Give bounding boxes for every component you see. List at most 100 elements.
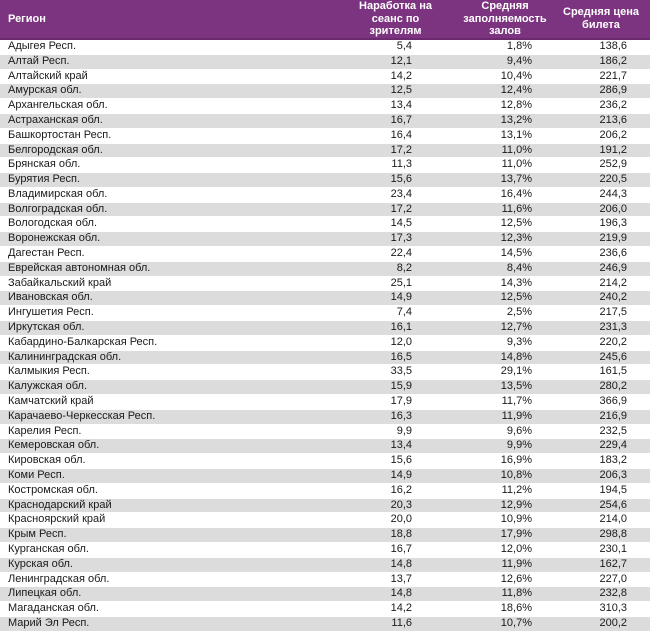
occupancy-cell: 11,9% [501, 409, 532, 422]
price-cell: 232,5 [599, 424, 627, 437]
attendance-cell: 13,4 [390, 99, 412, 112]
attendance-cell: 12,5 [390, 84, 412, 97]
occupancy-cell: 16,4% [500, 187, 532, 200]
attendance-cell: 13,7 [390, 572, 412, 585]
occupancy-cell: 8,4% [506, 261, 532, 274]
attendance-cell: 16,3 [390, 409, 412, 422]
table-row: Краснодарский край 20,3 12,9% 254,6 [0, 498, 650, 513]
table-row: Карелия Респ. 9,9 9,6% 232,5 [0, 424, 650, 439]
region-cell: Кемеровская обл. [8, 439, 100, 452]
price-cell: 298,8 [599, 528, 627, 541]
column-header-avg-ticket-price: Средняя цена билета [552, 0, 650, 40]
region-cell: Владимирская обл. [8, 187, 108, 200]
table-row: Калмыкия Респ. 33,5 29,1% 161,5 [0, 364, 650, 380]
table-row: Липецкая обл. 14,8 11,8% 232,8 [0, 586, 650, 602]
region-cell: Ленинградская обл. [8, 572, 110, 585]
attendance-cell: 8,2 [396, 261, 412, 274]
attendance-cell: 16,5 [390, 350, 412, 363]
occupancy-cell: 11,0% [501, 143, 532, 156]
region-cell: Липецкая обл. [8, 587, 82, 600]
attendance-cell: 16,7 [390, 113, 412, 126]
table-row: Камчатский край 17,9 11,7% 366,9 [0, 394, 650, 410]
table-body: Адыгея Респ. 5,4 1,8% 138,6 Алтай Респ. … [0, 38, 650, 632]
price-cell: 161,5 [599, 365, 627, 378]
region-cell: Воронежская обл. [8, 232, 101, 245]
occupancy-cell: 16,9% [500, 454, 532, 467]
region-cell: Адыгея Респ. [8, 39, 77, 52]
price-cell: 221,7 [599, 69, 627, 82]
table-row: Белгородская обл. 17,2 11,0% 191,2 [0, 143, 650, 158]
attendance-cell: 16,4 [390, 128, 412, 141]
attendance-cell: 16,2 [390, 483, 412, 496]
region-cell: Магаданская обл. [8, 602, 99, 615]
table-row: Алтай Респ. 12,1 9,4% 186,2 [0, 54, 650, 70]
occupancy-cell: 12,9% [500, 498, 532, 511]
region-cell: Курганская обл. [8, 543, 89, 556]
region-cell: Алтайский край [8, 69, 88, 82]
occupancy-cell: 11,7% [501, 395, 532, 408]
price-cell: 220,2 [599, 335, 627, 348]
price-cell: 244,3 [599, 187, 627, 200]
attendance-cell: 16,7 [390, 543, 412, 556]
price-cell: 191,2 [599, 143, 627, 156]
price-cell: 206,0 [599, 202, 627, 215]
region-cell: Карелия Респ. [8, 424, 82, 437]
region-cell: Амурская обл. [8, 84, 82, 97]
table-row: Курганская обл. 16,7 12,0% 230,1 [0, 542, 650, 558]
table-row: Адыгея Респ. 5,4 1,8% 138,6 [0, 38, 650, 55]
occupancy-cell: 12,8% [500, 99, 532, 112]
attendance-cell: 5,4 [396, 39, 412, 52]
region-cell: Калужская обл. [8, 380, 88, 393]
attendance-cell: 11,6 [391, 617, 412, 629]
occupancy-cell: 13,7% [500, 173, 532, 186]
table-row: Красноярский край 20,0 10,9% 214,0 [0, 512, 650, 528]
table-row: Калининградская обл. 16,5 14,8% 245,6 [0, 350, 650, 365]
price-cell: 162,7 [599, 557, 627, 570]
region-cell: Бурятия Респ. [8, 173, 80, 186]
occupancy-cell: 14,5% [500, 247, 532, 260]
attendance-cell: 12,0 [390, 335, 412, 348]
table-row: Коми Респ. 14,9 10,8% 206,3 [0, 468, 650, 484]
price-cell: 252,9 [599, 158, 627, 171]
price-cell: 280,2 [599, 380, 627, 393]
price-cell: 229,4 [599, 439, 627, 452]
attendance-cell: 17,2 [390, 202, 412, 215]
region-cell: Калининградская обл. [8, 350, 122, 363]
occupancy-cell: 9,4% [506, 54, 532, 67]
price-cell: 310,3 [599, 602, 627, 615]
occupancy-cell: 12,5% [500, 217, 532, 230]
table-row: Костромская обл. 16,2 11,2% 194,5 [0, 483, 650, 499]
occupancy-cell: 12,4% [500, 84, 532, 97]
price-cell: 236,6 [599, 247, 627, 260]
region-cell: Астраханская обл. [8, 113, 103, 126]
attendance-cell: 17,3 [390, 232, 412, 245]
attendance-cell: 12,1 [390, 54, 412, 67]
occupancy-cell: 12,5% [500, 291, 532, 304]
region-cell: Иркутская обл. [8, 321, 85, 334]
table-row: Забайкальский край 25,1 14,3% 214,2 [0, 276, 650, 291]
occupancy-cell: 9,3% [506, 335, 532, 348]
table-row: Калужская обл. 15,9 13,5% 280,2 [0, 379, 650, 395]
table-row: Дагестан Респ. 22,4 14,5% 236,6 [0, 246, 650, 262]
attendance-cell: 15,6 [390, 454, 412, 467]
occupancy-cell: 10,7% [500, 617, 532, 629]
price-cell: 138,6 [599, 39, 627, 52]
occupancy-cell: 9,9% [506, 439, 532, 452]
attendance-cell: 18,8 [390, 528, 412, 541]
attendance-cell: 25,1 [390, 276, 412, 289]
price-cell: 217,5 [599, 306, 627, 319]
price-cell: 186,2 [599, 54, 627, 67]
price-cell: 213,6 [599, 113, 627, 126]
price-cell: 246,9 [599, 261, 627, 274]
table-row: Ивановская обл. 14,9 12,5% 240,2 [0, 290, 650, 306]
price-cell: 214,0 [599, 513, 627, 526]
price-cell: 240,2 [599, 291, 627, 304]
table-row: Ингушетия Респ. 7,4 2,5% 217,5 [0, 305, 650, 321]
price-cell: 232,8 [599, 587, 627, 600]
attendance-cell: 17,9 [390, 395, 412, 408]
table-row: Курская обл. 14,8 11,9% 162,7 [0, 557, 650, 573]
price-cell: 286,9 [599, 84, 627, 97]
region-cell: Белгородская обл. [8, 143, 103, 156]
column-header-avg-occupancy: Средняя заполняемость залов [432, 0, 552, 40]
price-cell: 227,0 [599, 572, 627, 585]
